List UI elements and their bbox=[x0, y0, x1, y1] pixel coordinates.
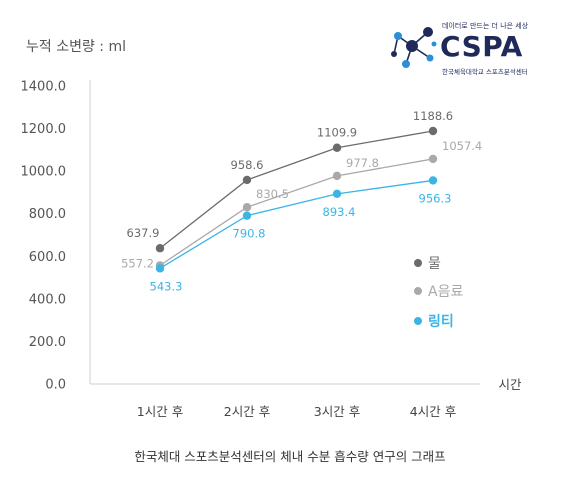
logo-brand: CSPA bbox=[440, 30, 523, 63]
data-label: 977.8 bbox=[346, 156, 379, 170]
logo-tagline: 데이터로 만드는 더 나은 세상 bbox=[442, 22, 529, 30]
y-tick-label: 800.0 bbox=[29, 207, 66, 222]
y-tick-label: 600.0 bbox=[29, 250, 66, 265]
data-point bbox=[428, 126, 438, 136]
y-tick-label: 0.0 bbox=[45, 378, 66, 393]
y-axis-title: 누적 소변량 : ml bbox=[26, 39, 126, 55]
x-tick-label: 4시간 후 bbox=[410, 404, 456, 419]
legend-label: 링티 bbox=[428, 313, 454, 330]
data-point bbox=[242, 211, 252, 220]
data-point bbox=[332, 189, 342, 199]
legend-marker bbox=[414, 259, 422, 267]
data-label: 893.4 bbox=[323, 205, 356, 219]
data-label: 1109.9 bbox=[317, 126, 357, 140]
data-label: 543.3 bbox=[150, 279, 183, 293]
data-point bbox=[428, 176, 438, 185]
line-chart: 0.0 200.0 400.0 600.0 800.0 1000.0 1200.0 1400.… bbox=[21, 80, 522, 420]
data-point bbox=[332, 143, 342, 152]
molecule-icon bbox=[391, 27, 437, 68]
data-label: 1057.4 bbox=[442, 139, 482, 153]
legend-label: A음료 bbox=[428, 284, 463, 300]
data-label: 830.5 bbox=[256, 187, 289, 201]
series-line-1 bbox=[159, 130, 434, 249]
data-point bbox=[242, 203, 252, 212]
logo-subline: 한국체육대학교 스포츠분석센터 bbox=[442, 68, 528, 76]
data-point bbox=[155, 244, 165, 253]
data-label: 790.8 bbox=[233, 227, 266, 241]
x-tick-label: 2시간 후 bbox=[224, 404, 270, 419]
y-tick-label: 1200.0 bbox=[21, 122, 67, 137]
data-label: 637.9 bbox=[127, 226, 160, 240]
data-label: 956.3 bbox=[419, 191, 452, 205]
legend-label: 물 bbox=[428, 256, 441, 272]
chart-caption: 한국체대 스포츠분석센터의 체내 수분 흡수량 연구의 그래프 bbox=[134, 449, 446, 464]
data-label: 958.6 bbox=[231, 158, 264, 172]
x-tick-label: 3시간 후 bbox=[314, 404, 360, 419]
data-point bbox=[332, 171, 342, 181]
series-line-2 bbox=[159, 158, 434, 266]
data-label: 557.2 bbox=[121, 256, 154, 270]
y-tick-label: 1400.0 bbox=[21, 80, 67, 95]
data-point bbox=[242, 175, 252, 185]
x-axis-title: 시간 bbox=[498, 377, 522, 392]
y-tick-label: 1000.0 bbox=[21, 165, 67, 180]
y-tick-label: 400.0 bbox=[29, 292, 66, 307]
cspa-logo: 데이터로 만드는 더 나은 세상 CSPA 한국체육대학교 스포츠분석센터 bbox=[388, 18, 558, 78]
legend-marker bbox=[414, 287, 422, 295]
data-label: 1188.6 bbox=[413, 109, 453, 123]
series-line-3 bbox=[159, 179, 434, 269]
legend-marker bbox=[414, 317, 422, 325]
data-point bbox=[155, 264, 165, 273]
y-tick-label: 200.0 bbox=[29, 335, 66, 350]
data-point bbox=[428, 154, 438, 164]
x-tick-label: 1시간 후 bbox=[137, 404, 183, 419]
